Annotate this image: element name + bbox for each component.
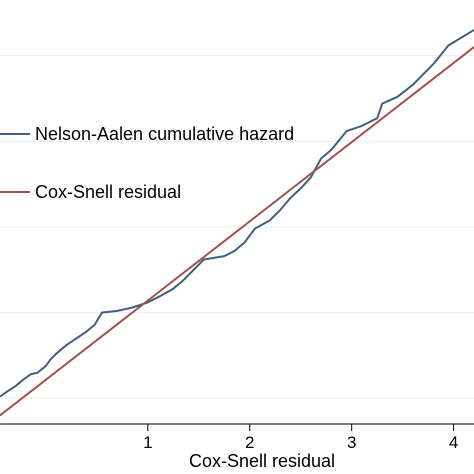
- gridlines: [0, 55, 474, 399]
- x-tick-label: 3: [347, 433, 356, 452]
- series-line-nelson-aalen: [0, 29, 474, 398]
- series-lines: [0, 29, 474, 417]
- series-line-cox-snell: [0, 46, 474, 417]
- legend-label-cox-snell: Cox-Snell residual: [35, 182, 181, 202]
- x-tick-label: 4: [449, 433, 458, 452]
- x-tick-label: 2: [245, 433, 254, 452]
- x-axis-ticks: 1 2 3 4: [143, 424, 458, 452]
- legend-label-nelson-aalen: Nelson-Aalen cumulative hazard: [35, 124, 294, 144]
- x-axis-title: Cox-Snell residual: [189, 451, 335, 471]
- x-tick-label: 1: [143, 433, 152, 452]
- legend: Nelson-Aalen cumulative hazard Cox-Snell…: [0, 124, 294, 202]
